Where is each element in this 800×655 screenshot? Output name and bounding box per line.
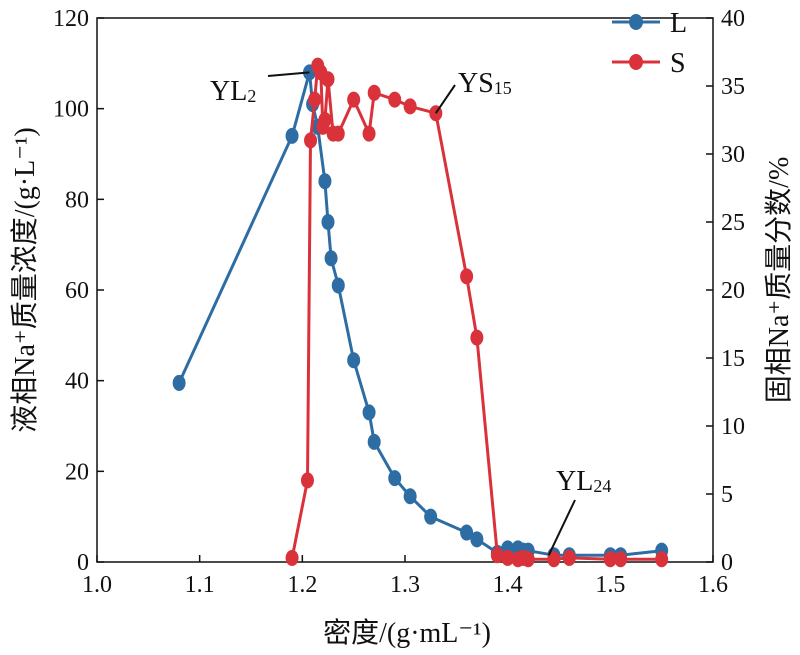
y-right-tick-label: 5 — [721, 482, 733, 508]
y-axis-right-label: 固相Na⁺质量分数/% — [763, 157, 795, 404]
annotation-leader — [267, 71, 310, 77]
data-point-l — [172, 374, 186, 391]
data-point-s — [470, 329, 484, 346]
data-point-s — [521, 551, 535, 568]
y-right-tick-label: 15 — [721, 346, 745, 372]
data-point-s — [490, 547, 504, 564]
y-right-tick-label: 35 — [721, 74, 745, 100]
data-point-l — [324, 250, 338, 267]
data-point-s — [304, 132, 318, 149]
annotations: YL2 YS15 YL24 — [210, 68, 611, 556]
data-point-s — [308, 91, 322, 108]
x-tick-label: 1.5 — [595, 572, 625, 598]
data-point-l — [331, 277, 345, 294]
y-left-tick-label: 80 — [65, 187, 89, 213]
data-point-s — [347, 91, 361, 108]
data-point-s — [460, 268, 474, 285]
data-point-l — [403, 488, 417, 505]
data-point-s — [367, 84, 381, 101]
y-axis-left-label: 液相Na⁺质量浓度/(g·L⁻¹) — [9, 127, 41, 432]
data-point-l — [424, 508, 438, 525]
data-point-l — [470, 531, 484, 548]
data-point-s — [655, 551, 669, 568]
axis-ticks: 1.0 1.1 1.2 1.3 1.4 1.5 1.60204060801001200510… — [53, 6, 745, 598]
y-left-tick-label: 40 — [65, 369, 89, 395]
y-right-tick-label: 25 — [721, 210, 745, 236]
data-point-s — [562, 549, 576, 566]
x-tick-label: 1.3 — [390, 572, 420, 598]
annotation-label: YL2 — [210, 76, 256, 107]
annotation-label: YL24 — [556, 466, 611, 497]
data-point-s — [403, 98, 417, 115]
data-point-s — [603, 551, 617, 568]
plot-border — [96, 17, 714, 563]
plot-frame — [96, 17, 714, 563]
legend: LS — [612, 8, 687, 79]
data-point-s — [501, 549, 515, 566]
x-tick-label: 1.0 — [82, 572, 112, 598]
data-point-l — [367, 433, 381, 450]
x-tick-label: 1.1 — [185, 572, 215, 598]
legend-label-s: S — [670, 48, 686, 79]
data-point-s — [285, 549, 299, 566]
x-tick-label: 1.2 — [287, 572, 317, 598]
y-left-tick-label: 100 — [53, 97, 89, 123]
y-left-tick-label: 60 — [65, 278, 89, 304]
legend-marker-l — [629, 14, 643, 30]
data-point-s — [547, 551, 561, 568]
data-point-l — [318, 173, 332, 190]
data-point-l — [285, 127, 299, 144]
data-point-s — [300, 472, 314, 489]
x-tick-label: 1.4 — [493, 572, 523, 598]
legend-label-l: L — [670, 8, 687, 39]
annotation-leader — [434, 84, 456, 114]
y-left-tick-label: 120 — [53, 6, 89, 32]
data-point-l — [388, 470, 402, 487]
data-point-l — [321, 214, 335, 230]
data-point-s — [362, 125, 376, 142]
y-right-tick-label: 0 — [721, 550, 733, 576]
x-axis-label: 密度/(g·mL⁻¹) — [323, 617, 491, 649]
legend-marker-s — [629, 54, 643, 70]
data-point-s — [614, 551, 628, 568]
annotation-leader — [547, 499, 576, 556]
data-point-l — [347, 352, 361, 369]
y-right-tick-label: 20 — [721, 278, 745, 304]
data-point-l — [460, 524, 474, 541]
data-point-s — [318, 112, 332, 128]
x-tick-label: 1.6 — [698, 572, 728, 598]
y-left-tick-label: 20 — [65, 459, 89, 485]
y-right-tick-label: 10 — [721, 414, 745, 440]
annotation-label: YS15 — [458, 68, 512, 99]
y-right-tick-label: 40 — [721, 6, 745, 32]
y-left-tick-label: 0 — [77, 550, 89, 576]
data-point-s — [331, 125, 345, 142]
y-right-tick-label: 30 — [721, 142, 745, 168]
series-s — [285, 57, 669, 568]
data-point-s — [388, 91, 402, 108]
series-line-l — [177, 70, 662, 557]
data-point-l — [362, 404, 376, 421]
data-point-s — [321, 71, 335, 88]
